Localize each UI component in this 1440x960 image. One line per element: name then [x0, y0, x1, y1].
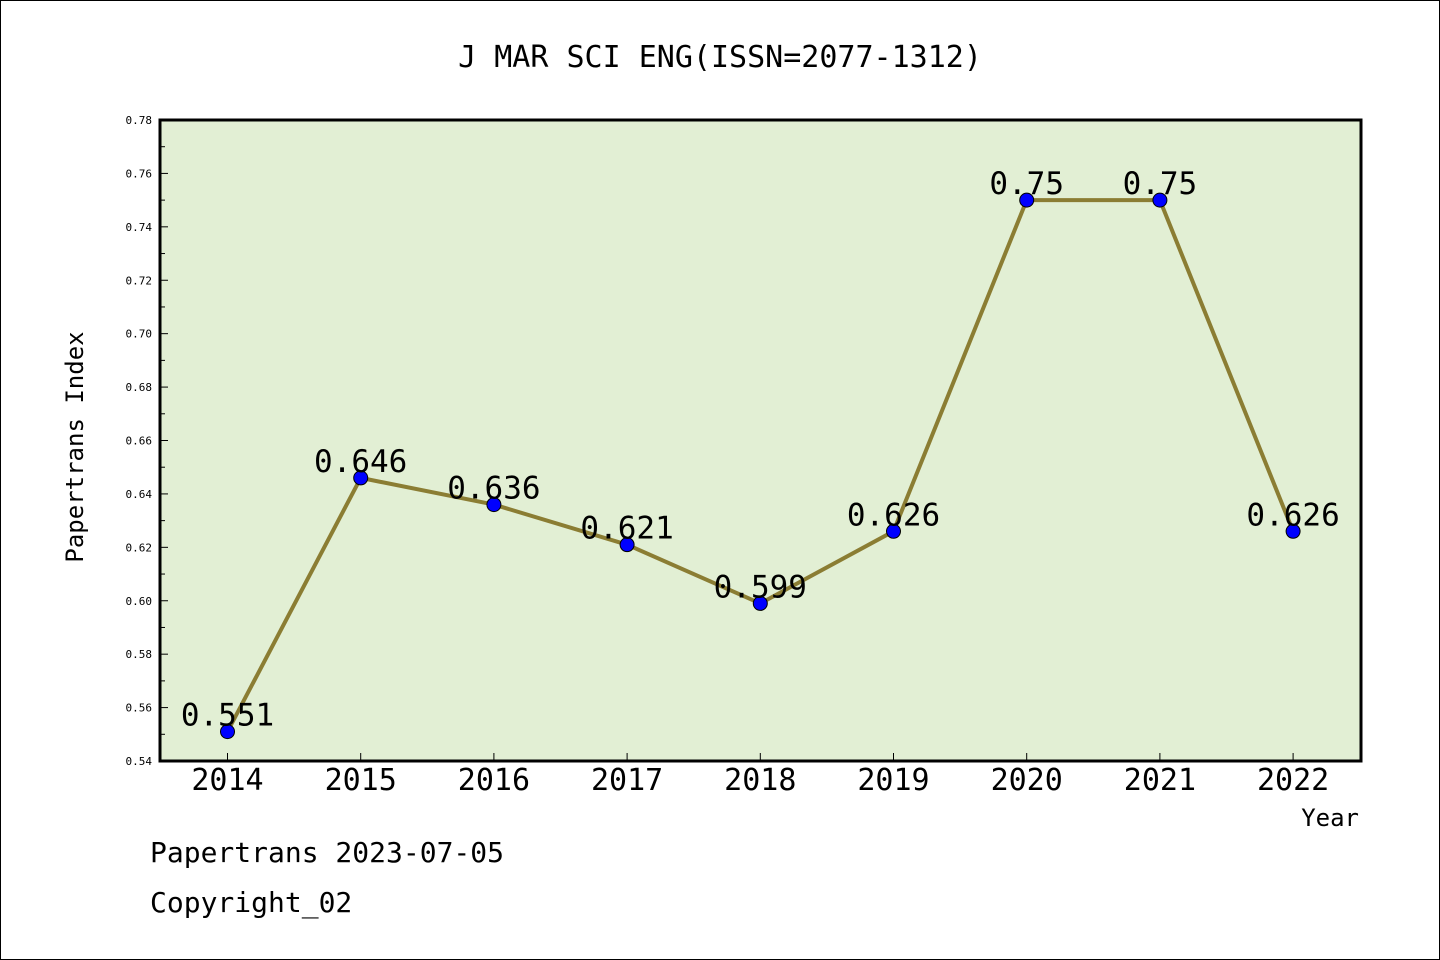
y-tick-label: 0.76	[126, 167, 153, 180]
data-label: 0.636	[447, 471, 540, 507]
data-point	[1285, 523, 1301, 539]
x-tick-label: 2018	[724, 763, 796, 798]
x-tick-label: 2019	[857, 763, 929, 798]
data-label: 0.646	[314, 444, 407, 480]
y-tick-label: 0.60	[126, 595, 153, 608]
y-axis: 0.54 0.56 0.58 0.60 0.62 0.64 0.66 0.68 0.70 0.72…	[126, 114, 168, 768]
data-label: 0.621	[580, 511, 673, 547]
data-labels: 0.551 0.646 0.636 0.621 0.599 0.626 0.75 0.75 0.…	[181, 166, 1340, 733]
x-tick-label: 2016	[458, 763, 530, 798]
data-label: 0.75	[1123, 166, 1198, 202]
x-tick-label: 2021	[1124, 763, 1196, 798]
y-axis-label: Papertrans Index	[61, 331, 89, 562]
data-point	[220, 724, 235, 740]
data-point	[353, 470, 369, 486]
y-tick-label: 0.62	[126, 541, 153, 554]
data-point	[1019, 192, 1035, 208]
y-tick-label: 0.56	[126, 702, 153, 715]
y-tick-label: 0.66	[126, 435, 153, 448]
y-tick-label: 0.54	[126, 755, 153, 768]
data-label: 0.626	[847, 497, 940, 533]
x-tick-label: 2017	[591, 763, 663, 798]
x-axis-label: Year	[1301, 804, 1359, 832]
y-tick-label: 0.72	[126, 274, 153, 287]
x-tick-label: 2014	[191, 763, 263, 798]
y-tick-label: 0.74	[126, 221, 153, 234]
data-point	[1152, 192, 1168, 208]
chart-title: J MAR SCI ENG(ISSN=2077-1312)	[458, 40, 982, 75]
x-axis: 2014 2015 2016 2017 2018 2019 2020 2021 2022	[191, 753, 1329, 798]
x-tick-label: 2022	[1257, 763, 1329, 798]
footer-copyright: Copyright_02	[150, 886, 353, 919]
data-point	[619, 537, 635, 553]
footer-date-line: Papertrans 2023-07-05	[150, 836, 505, 869]
data-label: 0.599	[714, 569, 807, 605]
data-point	[752, 595, 768, 611]
y-tick-label: 0.58	[126, 648, 153, 661]
data-point	[886, 523, 901, 539]
x-tick-label: 2015	[325, 763, 397, 798]
y-tick-label: 0.70	[126, 328, 153, 341]
data-label: 0.75	[989, 166, 1064, 202]
plot-area	[158, 118, 1363, 763]
data-label: 0.626	[1246, 497, 1339, 533]
y-tick-label: 0.68	[126, 381, 153, 394]
series-papertrans-index	[220, 192, 1301, 740]
x-tick-label: 2020	[991, 763, 1063, 798]
y-tick-label: 0.64	[126, 488, 153, 501]
data-label: 0.551	[181, 698, 274, 734]
data-point	[486, 497, 502, 513]
y-tick-label: 0.78	[126, 114, 153, 127]
